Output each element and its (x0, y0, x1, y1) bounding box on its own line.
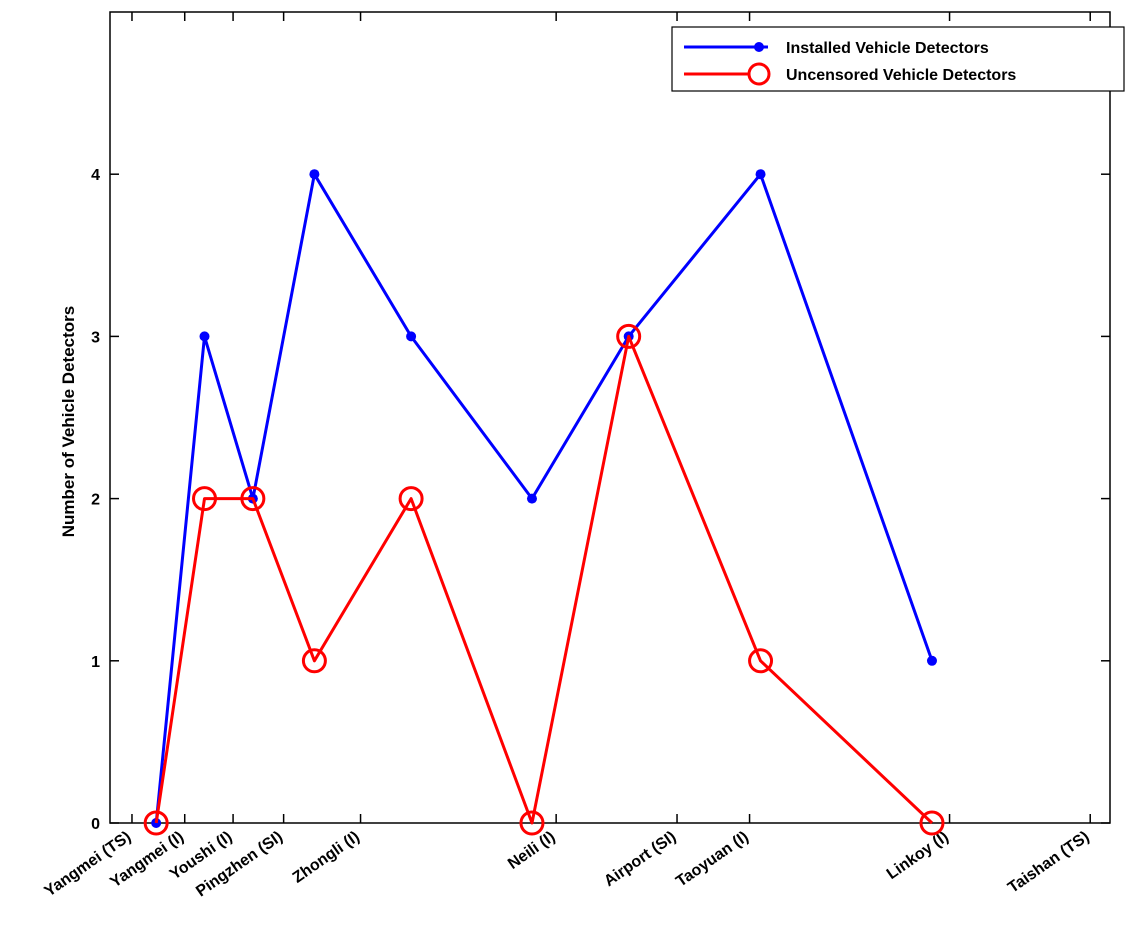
x-tick-label: Taishan (TS) (1005, 828, 1092, 896)
y-tick-label: 1 (91, 654, 100, 671)
data-point (199, 331, 210, 342)
legend: Installed Vehicle Detectors Uncensored Ve… (671, 26, 1125, 92)
x-tick-label: Pingzhen (SI) (193, 828, 286, 900)
legend-swatch-marker (747, 62, 771, 86)
y-axis-title: Number of Vehicle Detectors (59, 306, 78, 537)
data-point (406, 331, 417, 342)
data-point (526, 493, 537, 504)
data-point (919, 810, 945, 836)
data-point (398, 486, 424, 512)
data-point (143, 810, 169, 836)
x-tick-label: Linkoy (I) (884, 828, 952, 883)
x-tick-label: Zhongli (I) (290, 828, 363, 886)
y-tick-label: 0 (91, 816, 100, 833)
data-point (519, 810, 545, 836)
legend-box (671, 26, 1125, 92)
data-point (755, 169, 766, 180)
data-point (151, 818, 162, 828)
legend-label: Installed Vehicle Detectors (786, 40, 989, 57)
y-tick-label: 4 (91, 167, 100, 184)
x-tick-label: Yangmei (TS) (41, 828, 134, 900)
series-2 (143, 323, 945, 836)
series-layer (143, 169, 945, 836)
y-tick-label: 2 (91, 492, 100, 509)
data-point (616, 323, 642, 349)
legend-entry-1: Installed Vehicle Detectors (684, 40, 989, 57)
data-point (309, 169, 320, 180)
x-tick-label: Taoyuan (I) (673, 828, 752, 890)
data-point (748, 648, 774, 674)
plot-area (109, 11, 1111, 824)
series-line (154, 334, 934, 825)
legend-swatch-marker (754, 42, 764, 52)
legend-entry-2: Uncensored Vehicle Detectors (684, 62, 1016, 86)
data-point (926, 655, 937, 666)
data-point (192, 486, 218, 512)
y-tick-label: 3 (91, 329, 100, 346)
x-tick-label: Airport (SI) (601, 828, 679, 890)
plot-frame (109, 11, 1111, 824)
data-point (240, 486, 266, 512)
legend-label: Uncensored Vehicle Detectors (786, 67, 1016, 84)
data-point (301, 648, 327, 674)
